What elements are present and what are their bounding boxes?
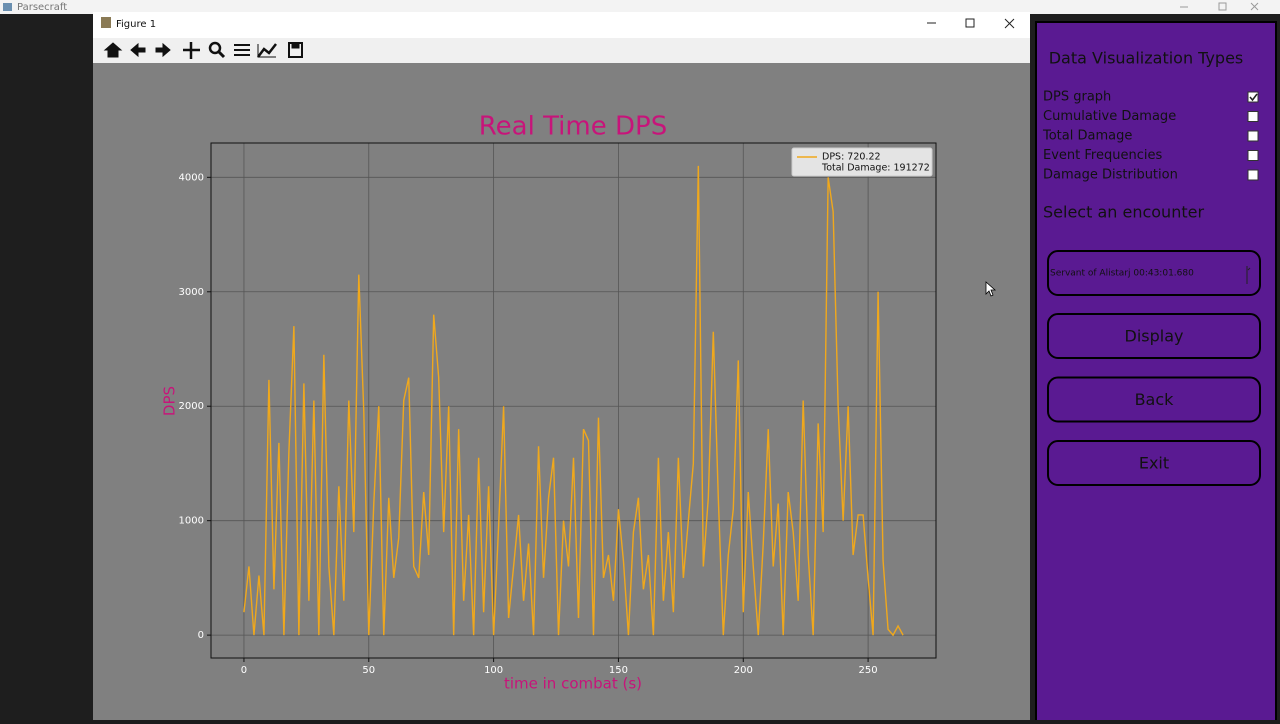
x-tick-label: 0 bbox=[241, 665, 247, 676]
x-tick-label: 100 bbox=[484, 665, 503, 676]
app-controls[interactable] bbox=[1180, 2, 1259, 11]
x-tick-label: 150 bbox=[609, 665, 628, 676]
toolbar-icons[interactable] bbox=[103, 41, 303, 59]
option-label: Cumulative Damage bbox=[1043, 109, 1176, 124]
option-label: Event Frequencies bbox=[1043, 148, 1162, 163]
axes-frame bbox=[210, 142, 937, 659]
checkbox[interactable] bbox=[1247, 150, 1259, 161]
app-titlebar bbox=[0, 0, 1280, 14]
checkbox[interactable] bbox=[1247, 169, 1259, 181]
figure-title: Figure 1 bbox=[116, 19, 156, 30]
encounter-label: Select an encounter bbox=[1043, 203, 1204, 222]
dropdown-arrow bbox=[1246, 266, 1251, 284]
checkmark bbox=[1249, 93, 1258, 102]
y-tick-label: 2000 bbox=[179, 401, 204, 412]
y-tick-label: 0 bbox=[198, 630, 204, 641]
button[interactable] bbox=[1047, 440, 1261, 486]
x-axis-label: time in combat (s) bbox=[504, 675, 642, 693]
legend-note: Total Damage: 191272 bbox=[821, 163, 930, 174]
toolbar bbox=[93, 38, 1030, 63]
x-tick-label: 250 bbox=[859, 665, 878, 676]
y-tick-label: 1000 bbox=[179, 516, 204, 527]
x-tick-label: 200 bbox=[734, 665, 753, 676]
button[interactable] bbox=[1047, 313, 1261, 359]
option-label: DPS graph bbox=[1043, 90, 1111, 105]
checkbox[interactable] bbox=[1247, 111, 1259, 122]
chart-title: Real Time DPS bbox=[479, 112, 667, 142]
checkbox[interactable] bbox=[1247, 91, 1259, 103]
sidebar bbox=[1035, 21, 1277, 723]
encounter-dropdown[interactable] bbox=[1047, 250, 1261, 296]
button[interactable] bbox=[1047, 376, 1261, 423]
y-axis-label: DPS bbox=[161, 386, 179, 416]
button-label: Exit bbox=[1139, 454, 1169, 473]
option-label: Damage Distribution bbox=[1043, 168, 1178, 183]
background bbox=[0, 14, 93, 720]
legend-label: DPS: 720.22 bbox=[822, 152, 881, 163]
option-label: Total Damage bbox=[1042, 129, 1132, 144]
cursor bbox=[985, 281, 997, 297]
button-label: Back bbox=[1135, 390, 1175, 409]
figure-controls[interactable] bbox=[927, 18, 1015, 29]
dps-line bbox=[243, 165, 904, 637]
button-label: Display bbox=[1125, 327, 1184, 346]
figure-icon bbox=[101, 17, 111, 28]
figure-titlebar bbox=[93, 12, 1030, 38]
sidebar-heading: Data Visualization Types bbox=[1049, 49, 1244, 68]
app-title: Parsecraft bbox=[17, 2, 67, 13]
y-tick-label: 4000 bbox=[179, 172, 204, 183]
y-tick-label: 3000 bbox=[179, 287, 204, 298]
encounter-value: Servant of Alistarj 00:43:01.680 bbox=[1050, 269, 1194, 279]
app-icon bbox=[3, 3, 12, 11]
x-tick-label: 50 bbox=[362, 665, 375, 676]
legend-box bbox=[791, 147, 933, 177]
checkbox[interactable] bbox=[1247, 130, 1259, 142]
